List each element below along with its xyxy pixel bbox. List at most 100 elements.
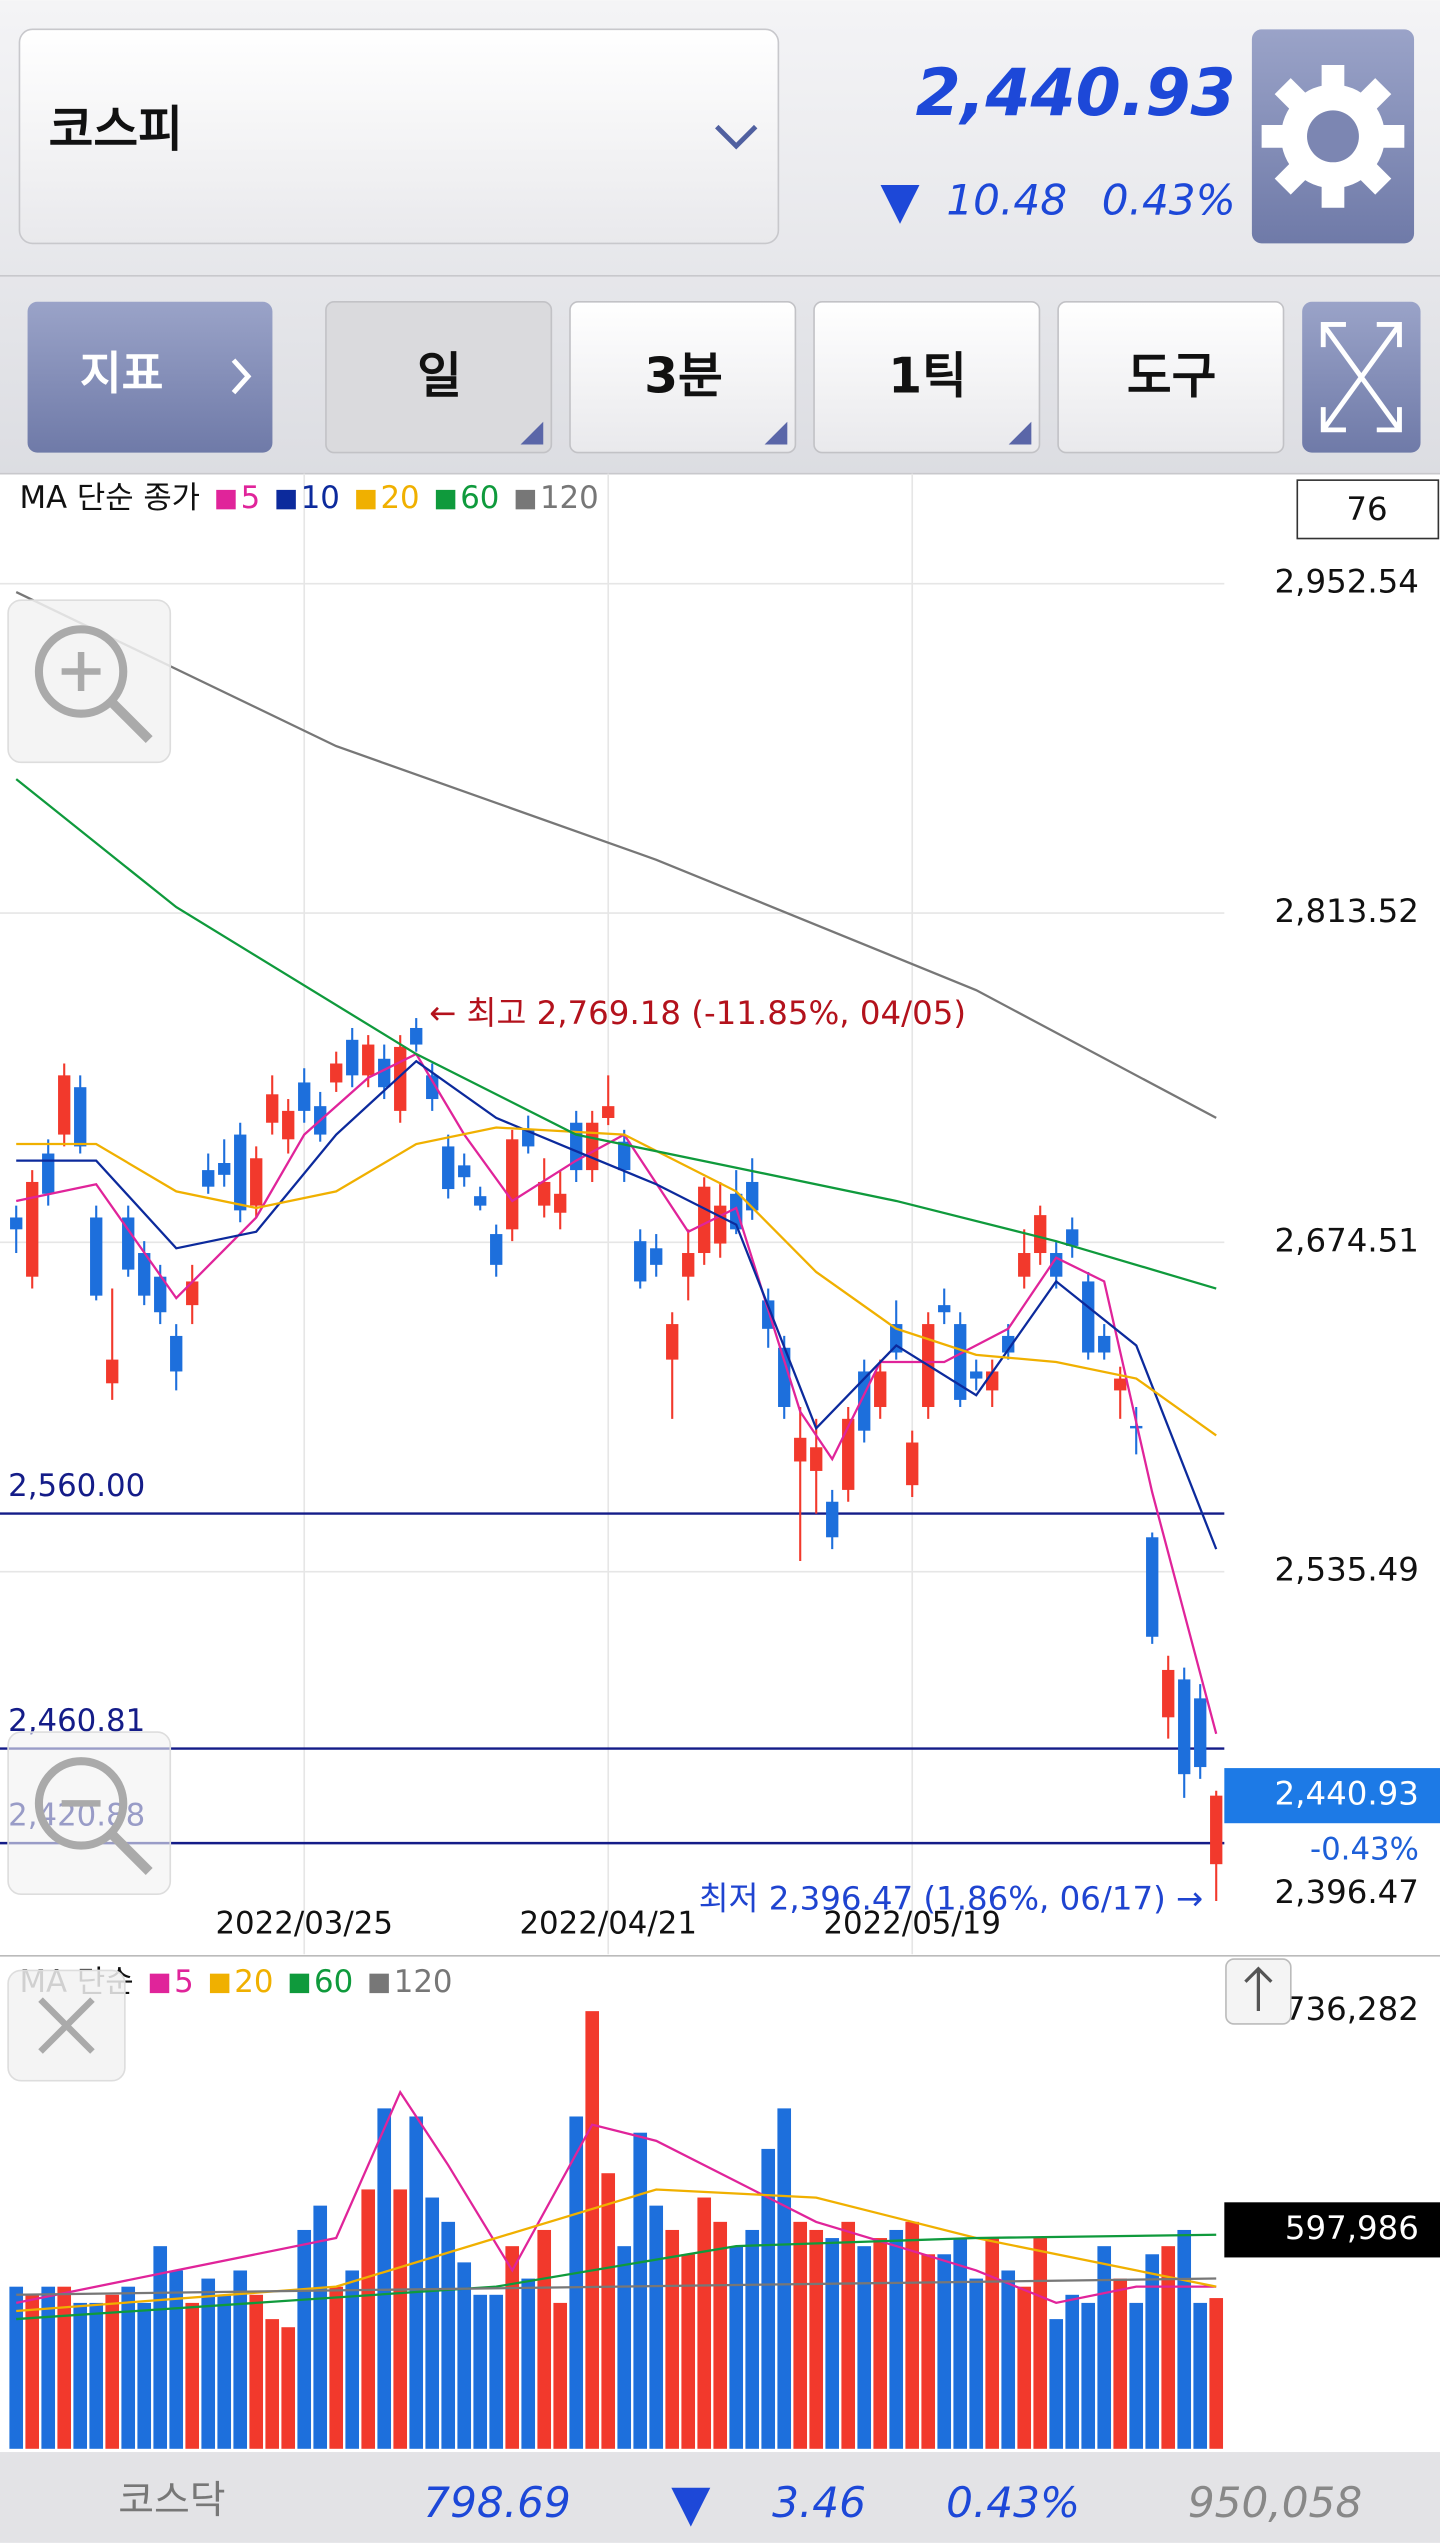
level-label: 2,560.00	[8, 1468, 145, 1504]
footer-volume: 950,058	[1188, 2478, 1362, 2527]
volume-bar	[761, 2148, 776, 2449]
ma-line	[16, 2188, 1217, 2313]
candle-body	[1194, 1698, 1207, 1768]
volume-bar	[41, 2286, 56, 2449]
zoom-out[interactable]	[7, 1731, 172, 1896]
legend-swatch	[435, 489, 456, 510]
volume-bar	[1001, 2270, 1016, 2449]
candle-body	[1178, 1679, 1191, 1775]
footer-change-pct: 0.43%	[946, 2478, 1080, 2527]
volume-bar	[841, 2221, 856, 2449]
volume-bar	[601, 2173, 616, 2449]
volume-bar	[745, 2229, 760, 2449]
candle-body	[634, 1241, 647, 1282]
volume-bar	[345, 2270, 360, 2449]
candle-body	[42, 1153, 55, 1194]
current-label: 597,986	[1285, 2209, 1419, 2247]
candle-body	[218, 1163, 231, 1175]
volume-bar	[713, 2221, 728, 2449]
candle-body	[1146, 1537, 1159, 1637]
volume-bar	[553, 2302, 568, 2449]
candle-body	[602, 1106, 615, 1118]
scroll-top[interactable]	[1225, 1958, 1292, 2025]
market-select[interactable]	[18, 28, 780, 245]
volume-bar	[537, 2229, 552, 2449]
candle-body	[1114, 1378, 1127, 1391]
candle-body	[1098, 1335, 1111, 1353]
volume-bar	[425, 2197, 440, 2449]
tab[interactable]	[813, 300, 1041, 454]
volume-bar	[633, 2132, 648, 2449]
candle-body	[666, 1324, 679, 1360]
volume-bar	[185, 2302, 200, 2449]
candle-body	[1066, 1229, 1079, 1246]
volume-bar	[153, 2246, 168, 2449]
ma-line	[16, 1126, 1217, 1437]
candle-body	[1034, 1215, 1047, 1254]
candle-body	[362, 1044, 375, 1076]
candle-body	[474, 1196, 487, 1206]
candle-body	[826, 1501, 839, 1538]
volume-bar	[521, 2278, 536, 2449]
candle-body	[330, 1063, 343, 1083]
tab-corner	[764, 421, 788, 445]
candle-body	[122, 1217, 135, 1270]
candle-body	[506, 1139, 519, 1230]
candle-body	[522, 1129, 535, 1147]
volume-bar	[25, 2294, 40, 2449]
candle-body	[410, 1027, 423, 1045]
tab[interactable]	[569, 300, 797, 454]
zoom-in[interactable]	[7, 599, 172, 764]
tab[interactable]	[1057, 300, 1285, 454]
candle-body	[778, 1347, 791, 1407]
candle-body	[794, 1437, 807, 1462]
candle-body	[154, 1276, 167, 1313]
close-volume[interactable]	[7, 1969, 126, 2082]
tab[interactable]	[325, 300, 553, 454]
volume-bar	[777, 2108, 792, 2449]
low-label: 2,396.47	[1275, 1873, 1419, 1911]
x-tick-label: 2022/03/25	[215, 1906, 393, 1942]
candle-body	[346, 1039, 359, 1076]
legend-title: MA 단순 종가	[19, 480, 200, 516]
visible-count: 76	[1346, 490, 1387, 528]
candle-body	[426, 1075, 439, 1100]
expand-icon	[1320, 322, 1402, 433]
volume-bar	[585, 2011, 600, 2449]
tab-label: 3분	[644, 349, 723, 405]
volume-bar	[889, 2229, 904, 2449]
x-tick-label: 2022/05/19	[823, 1906, 1001, 1942]
volume-bar	[1097, 2246, 1112, 2449]
low-annotation: 최저 2,396.47 (1.86%, 06/17) →	[699, 1880, 1203, 1918]
ma-line	[15, 591, 1217, 1119]
volume-bar	[169, 2270, 184, 2449]
volume-bar	[569, 2116, 584, 2449]
volume-bar	[505, 2246, 520, 2449]
candle-body	[138, 1253, 151, 1296]
candle-body	[538, 1181, 551, 1206]
y-tick-label: 2,535.49	[1275, 1551, 1419, 1589]
candle-body	[1002, 1335, 1015, 1353]
volume-bar	[313, 2205, 328, 2449]
legend-swatch	[276, 489, 296, 510]
y-tick-label: 2,952.54	[1275, 563, 1419, 601]
footer-change: 3.46	[772, 2478, 866, 2527]
legend-label: 120	[394, 1964, 453, 2000]
high-annotation: ← 최고 2,769.18 (-11.85%, 04/05)	[429, 994, 966, 1032]
legend-label: 60	[460, 480, 499, 516]
y-tick-label: 2,674.51	[1275, 1221, 1419, 1259]
volume-bar	[1177, 2229, 1192, 2449]
candle-body	[202, 1170, 215, 1187]
price-box	[1224, 1768, 1440, 1824]
x-tick-label: 2022/04/21	[519, 1906, 697, 1942]
candle-body	[442, 1146, 455, 1190]
volume-bar	[1081, 2302, 1096, 2449]
volume-bar	[233, 2270, 248, 2449]
volume-bar	[1193, 2302, 1208, 2449]
volume-bar	[281, 2327, 296, 2449]
current-box	[1224, 2202, 1440, 2258]
volume-bar	[697, 2197, 712, 2449]
indicator-button[interactable]	[27, 301, 273, 453]
candle-body	[842, 1418, 855, 1490]
chevron	[715, 124, 758, 150]
